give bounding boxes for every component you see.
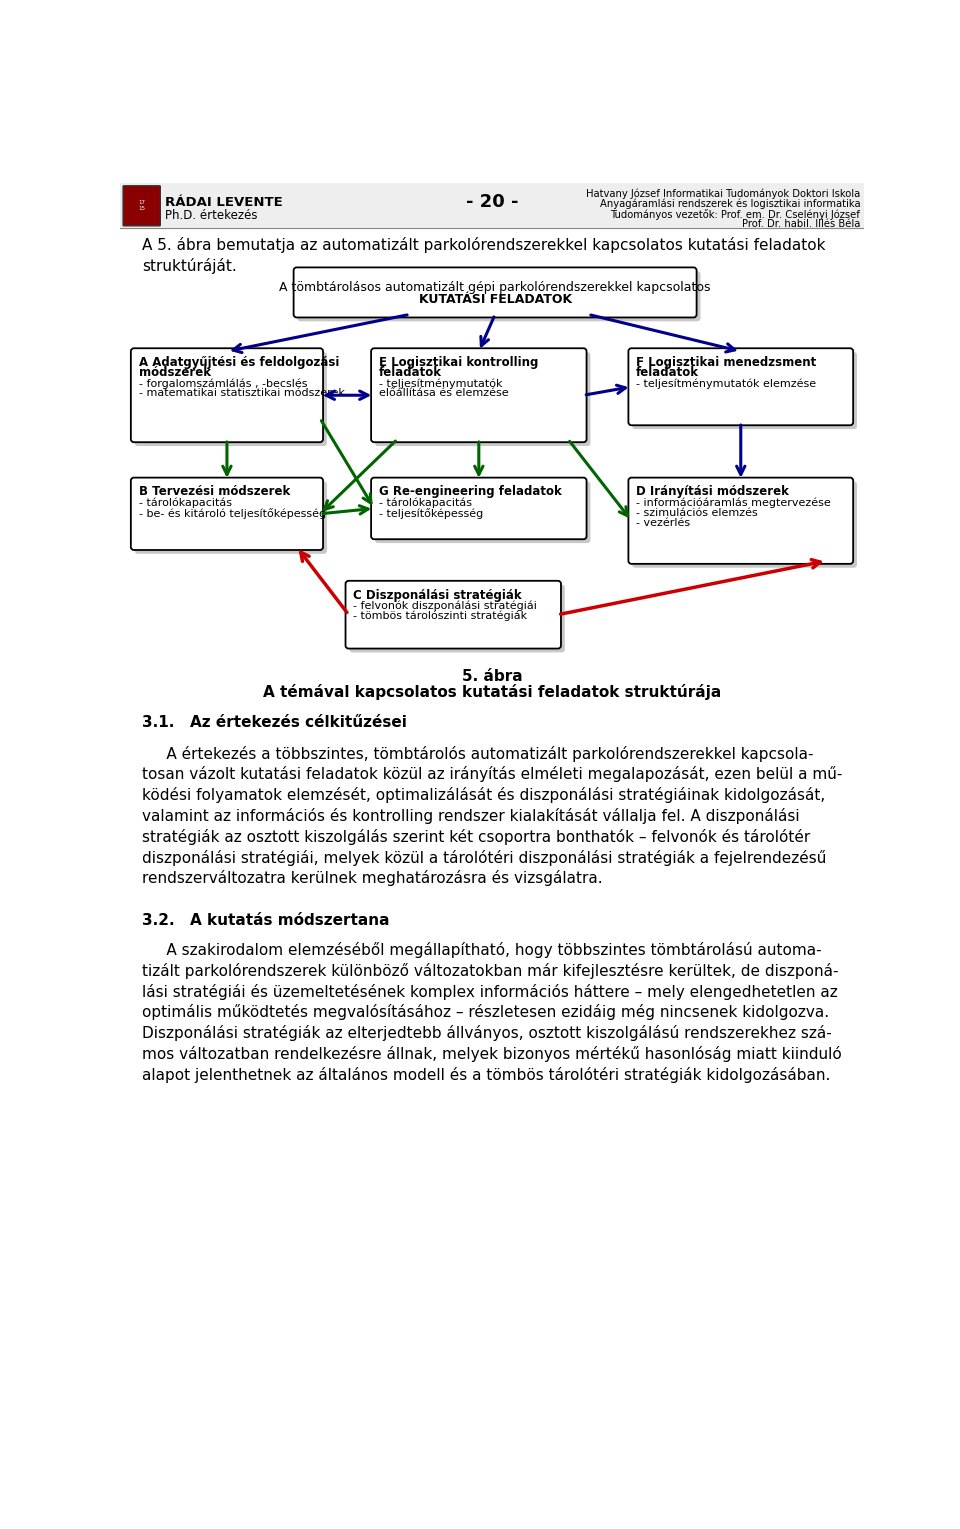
FancyBboxPatch shape — [633, 482, 857, 567]
Text: Anyagáramlási rendszerek és logisztikai informatika: Anyagáramlási rendszerek és logisztikai … — [599, 199, 860, 209]
FancyBboxPatch shape — [134, 482, 327, 553]
Text: 5. ábra: 5. ábra — [462, 668, 522, 683]
Text: ködési folyamatok elemzését, optimalizálását és diszponálási stratégiáinak kidol: ködési folyamatok elemzését, optimalizál… — [142, 787, 825, 803]
Text: - 20 -: - 20 - — [466, 193, 518, 211]
Text: - matematikai statisztikai módszerek: - matematikai statisztikai módszerek — [138, 388, 345, 398]
Text: Ph.D. értekezés: Ph.D. értekezés — [165, 209, 257, 222]
Text: Hatvany József Informatikai Tudományok Doktori Iskola: Hatvany József Informatikai Tudományok D… — [586, 190, 860, 199]
Text: 17
15: 17 15 — [138, 200, 145, 211]
Text: 3.1.: 3.1. — [142, 714, 174, 729]
FancyBboxPatch shape — [294, 268, 697, 318]
Text: D Irányítási módszerek: D Irányítási módszerek — [636, 485, 789, 498]
Bar — [120, 183, 864, 228]
Text: optimális működtetés megvalósításához – részletesen ezidáig még nincsenek kidolg: optimális működtetés megvalósításához – … — [142, 1005, 828, 1020]
Text: RÁDAI LEVENTE: RÁDAI LEVENTE — [165, 196, 282, 209]
Text: B Tervezési módszerek: B Tervezési módszerek — [138, 485, 290, 498]
Text: - tárolókapacitás: - tárolókapacitás — [379, 497, 472, 508]
Text: A témával kapcsolatos kutatási feladatok struktúrája: A témával kapcsolatos kutatási feladatok… — [263, 683, 721, 700]
Text: Tudományos vezetők: Prof. em. Dr. Cselényi József: Tudományos vezetők: Prof. em. Dr. Cselén… — [611, 209, 860, 220]
FancyBboxPatch shape — [372, 477, 587, 540]
Text: A szakirodalom elemzéséből megállapítható, hogy többszintes tömbtárolású automa-: A szakirodalom elemzéséből megállapíthat… — [142, 942, 822, 959]
FancyBboxPatch shape — [375, 352, 590, 446]
Text: A értekezés a többszintes, tömbtárolós automatizált parkolórendszerekkel kapcsol: A értekezés a többszintes, tömbtárolós a… — [142, 746, 813, 761]
Text: 3.2.: 3.2. — [142, 913, 175, 928]
Text: - teljesítménymutatók: - teljesítménymutatók — [379, 378, 502, 388]
FancyBboxPatch shape — [131, 477, 324, 550]
Text: stratégiák az osztott kiszolgálás szerint két csoportra bonthatók – felvonók és : stratégiák az osztott kiszolgálás szerin… — [142, 829, 810, 844]
Text: előállítása és elemzése: előállítása és elemzése — [379, 388, 509, 398]
FancyBboxPatch shape — [629, 477, 853, 564]
Text: - tárolókapacitás: - tárolókapacitás — [138, 497, 231, 508]
FancyBboxPatch shape — [346, 581, 561, 648]
Text: - szimulációs elemzés: - szimulációs elemzés — [636, 508, 757, 518]
Text: Diszponálási stratégiák az elterjedtebb állványos, osztott kiszolgálású rendszer: Diszponálási stratégiák az elterjedtebb … — [142, 1024, 831, 1041]
Text: tosan vázolt kutatási feladatok közül az irányítás elméleti megalapozását, ezen : tosan vázolt kutatási feladatok közül az… — [142, 766, 842, 783]
Text: - vezérlés: - vezérlés — [636, 518, 690, 528]
Text: - forgalomszámlálás , -becslés: - forgalomszámlálás , -becslés — [138, 378, 307, 388]
FancyBboxPatch shape — [131, 349, 324, 442]
Text: C Diszponálási stratégiák: C Diszponálási stratégiák — [353, 589, 522, 601]
FancyBboxPatch shape — [372, 349, 587, 442]
Text: KUTATÁSI FELADATOK: KUTATÁSI FELADATOK — [419, 294, 571, 306]
FancyBboxPatch shape — [633, 352, 857, 430]
FancyBboxPatch shape — [375, 482, 590, 543]
Text: feladatok: feladatok — [636, 365, 699, 379]
Text: rendszerváltozatra kerülnek meghatározásra és vizsgálatra.: rendszerváltozatra kerülnek meghatározás… — [142, 870, 602, 887]
Text: alapot jelenthetnek az általános modell és a tömbös tárolótéri stratégiák kidolg: alapot jelenthetnek az általános modell … — [142, 1067, 830, 1083]
Text: struktúráját.: struktúráját. — [142, 258, 236, 274]
Text: A kutatás módszertana: A kutatás módszertana — [190, 913, 389, 928]
FancyBboxPatch shape — [134, 352, 327, 446]
FancyBboxPatch shape — [349, 584, 564, 653]
Text: A 5. ábra bemutatja az automatizált parkolórendszerekkel kapcsolatos kutatási fe: A 5. ábra bemutatja az automatizált park… — [142, 237, 826, 254]
Text: valamint az információs és kontrolling rendszer kialakítását vállalja fel. A dis: valamint az információs és kontrolling r… — [142, 807, 800, 824]
Text: - teljesítménymutatók elemzése: - teljesítménymutatók elemzése — [636, 378, 816, 388]
Text: módszerek: módszerek — [138, 365, 210, 379]
FancyBboxPatch shape — [298, 271, 701, 321]
Text: - teljesítőképesség: - teljesítőképesség — [379, 508, 483, 518]
Text: mos változatban rendelkezésre állnak, melyek bizonyos mértékű hasonlóság miatt k: mos változatban rendelkezésre állnak, me… — [142, 1046, 842, 1061]
FancyBboxPatch shape — [629, 349, 853, 425]
Text: - információáramlás megtervezése: - információáramlás megtervezése — [636, 497, 831, 508]
Text: E Logisztikai kontrolling: E Logisztikai kontrolling — [379, 356, 539, 368]
Text: feladatok: feladatok — [379, 365, 442, 379]
Text: A tömbtárolásos automatizált gépi parkolórendszerekkel kapcsolatos: A tömbtárolásos automatizált gépi parkol… — [279, 281, 710, 294]
Text: - felvonók diszponálási stratégiái: - felvonók diszponálási stratégiái — [353, 601, 538, 612]
Text: A Adatgyűjtési és feldolgozási: A Adatgyűjtési és feldolgozási — [138, 356, 339, 368]
FancyBboxPatch shape — [123, 187, 160, 226]
Text: - tömbös tárolószinti stratégiák: - tömbös tárolószinti stratégiák — [353, 610, 527, 621]
Text: F Logisztikai menedzsment: F Logisztikai menedzsment — [636, 356, 816, 368]
Text: tizált parkolórendszerek különböző változatokban már kifejlesztésre kerültek, de: tizált parkolórendszerek különböző válto… — [142, 963, 838, 979]
Text: Az értekezés célkitűzései: Az értekezés célkitűzései — [190, 714, 407, 729]
Text: Prof. Dr. habil. Illés Béla: Prof. Dr. habil. Illés Béla — [742, 219, 860, 229]
Text: lási stratégiái és üzemeltetésének komplex információs háttere – mely elengedhet: lási stratégiái és üzemeltetésének kompl… — [142, 983, 837, 1000]
Text: - be- és kitároló teljesítőképesség: - be- és kitároló teljesítőképesség — [138, 508, 325, 518]
Text: diszponálási stratégiái, melyek közül a tárolótéri diszponálási stratégiák a fej: diszponálási stratégiái, melyek közül a … — [142, 850, 826, 865]
Text: G Re-engineering feladatok: G Re-engineering feladatok — [379, 485, 562, 498]
